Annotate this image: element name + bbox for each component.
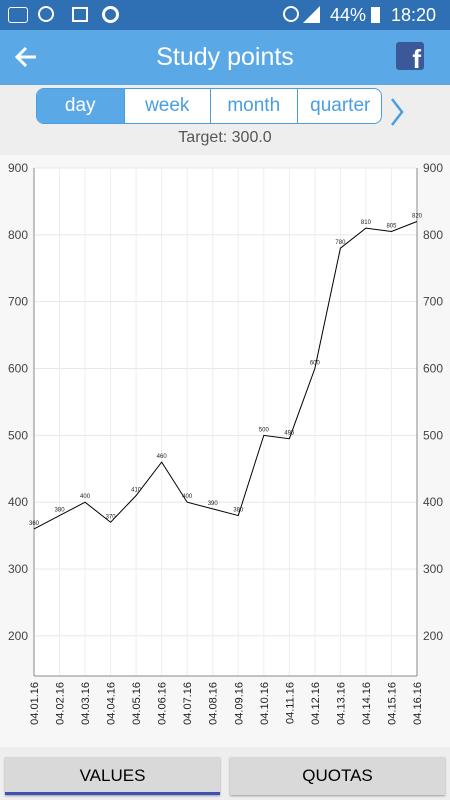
data-label: 380 [55, 508, 66, 514]
x-tick-label: 04.15.16 [386, 682, 398, 725]
x-tick-label: 04.16.16 [412, 682, 424, 725]
values-button[interactable]: VALUES [5, 757, 220, 795]
status-bar: 44% 18:20 [0, 0, 450, 30]
tab[interactable]: quarter [296, 89, 382, 123]
quotas-button[interactable]: QUOTAS [230, 757, 445, 795]
data-label: 400 [182, 494, 193, 500]
y-tick-label: 400 [423, 495, 443, 509]
data-label: 460 [157, 454, 168, 460]
tab[interactable]: month [210, 89, 297, 123]
data-label: 780 [335, 240, 346, 246]
battery-text: 44% [330, 5, 367, 25]
y-tick-label: 600 [423, 362, 443, 376]
y-tick-label: 200 [423, 629, 443, 643]
target-label: Target: 300.0 [178, 129, 272, 146]
x-tick-label: 04.02.16 [55, 682, 67, 725]
data-label: 410 [131, 488, 142, 494]
x-tick-label: 04.13.16 [335, 682, 347, 725]
x-tick-label: 04.10.16 [259, 682, 271, 725]
data-label: 400 [80, 494, 91, 500]
screen-title: Study points [156, 43, 294, 71]
y-tick-label: 500 [423, 428, 443, 442]
data-label: 600 [310, 361, 321, 367]
y-tick-label: 200 [8, 629, 28, 643]
notification-icon [8, 7, 28, 23]
signal-icon [303, 6, 320, 23]
y-tick-label: 300 [8, 562, 28, 576]
next-arrow[interactable] [388, 97, 406, 127]
y-tick-label: 600 [8, 362, 28, 376]
clock: 18:20 [391, 5, 437, 25]
x-tick-label: 04.12.16 [310, 682, 322, 725]
x-tick-label: 04.07.16 [182, 682, 194, 725]
data-label: 820 [412, 213, 423, 219]
plot-area [34, 168, 417, 676]
x-tick-label: 04.03.16 [80, 682, 92, 725]
y-tick-label: 700 [8, 295, 28, 309]
viber-icon [38, 6, 54, 22]
y-tick-label: 900 [8, 161, 28, 175]
x-tick-label: 04.08.16 [208, 682, 220, 725]
data-label: 500 [259, 427, 270, 433]
tab[interactable]: day [37, 89, 124, 123]
data-label: 380 [233, 508, 244, 514]
at-icon [102, 6, 119, 23]
alarm-icon [283, 6, 299, 22]
y-tick-label: 700 [423, 295, 443, 309]
x-tick-label: 04.14.16 [361, 682, 373, 725]
data-line [33, 221, 418, 530]
y-tick-label: 400 [8, 495, 28, 509]
x-tick-label: 04.01.16 [29, 682, 41, 725]
data-label: 495 [284, 431, 295, 437]
period-tabs: day week month quarter [36, 88, 382, 124]
x-tick-label: 04.04.16 [106, 682, 118, 725]
data-label: 370 [106, 514, 117, 520]
back-button[interactable] [14, 44, 40, 70]
tab[interactable]: week [123, 89, 211, 123]
data-label: 360 [29, 521, 40, 527]
data-label: 390 [208, 501, 219, 507]
gallery-icon [72, 7, 88, 22]
chart: 200 200 300 300 400 400 500 500 600 600 700 700 800 8… [0, 155, 450, 747]
battery-icon [371, 7, 380, 23]
y-tick-label: 300 [423, 562, 443, 576]
data-label: 805 [386, 224, 397, 230]
y-tick-label: 800 [423, 228, 443, 242]
x-tick-label: 04.05.16 [131, 682, 143, 725]
x-tick-label: 04.11.16 [284, 682, 296, 724]
y-tick-label: 800 [8, 228, 28, 242]
app-bar: Study points f [0, 30, 450, 85]
facebook-button[interactable]: f [396, 42, 424, 70]
x-tick-label: 04.06.16 [157, 682, 169, 725]
y-tick-label: 500 [8, 428, 28, 442]
data-label: 810 [361, 220, 372, 226]
y-tick-label: 900 [423, 161, 443, 175]
x-tick-label: 04.09.16 [233, 682, 245, 725]
